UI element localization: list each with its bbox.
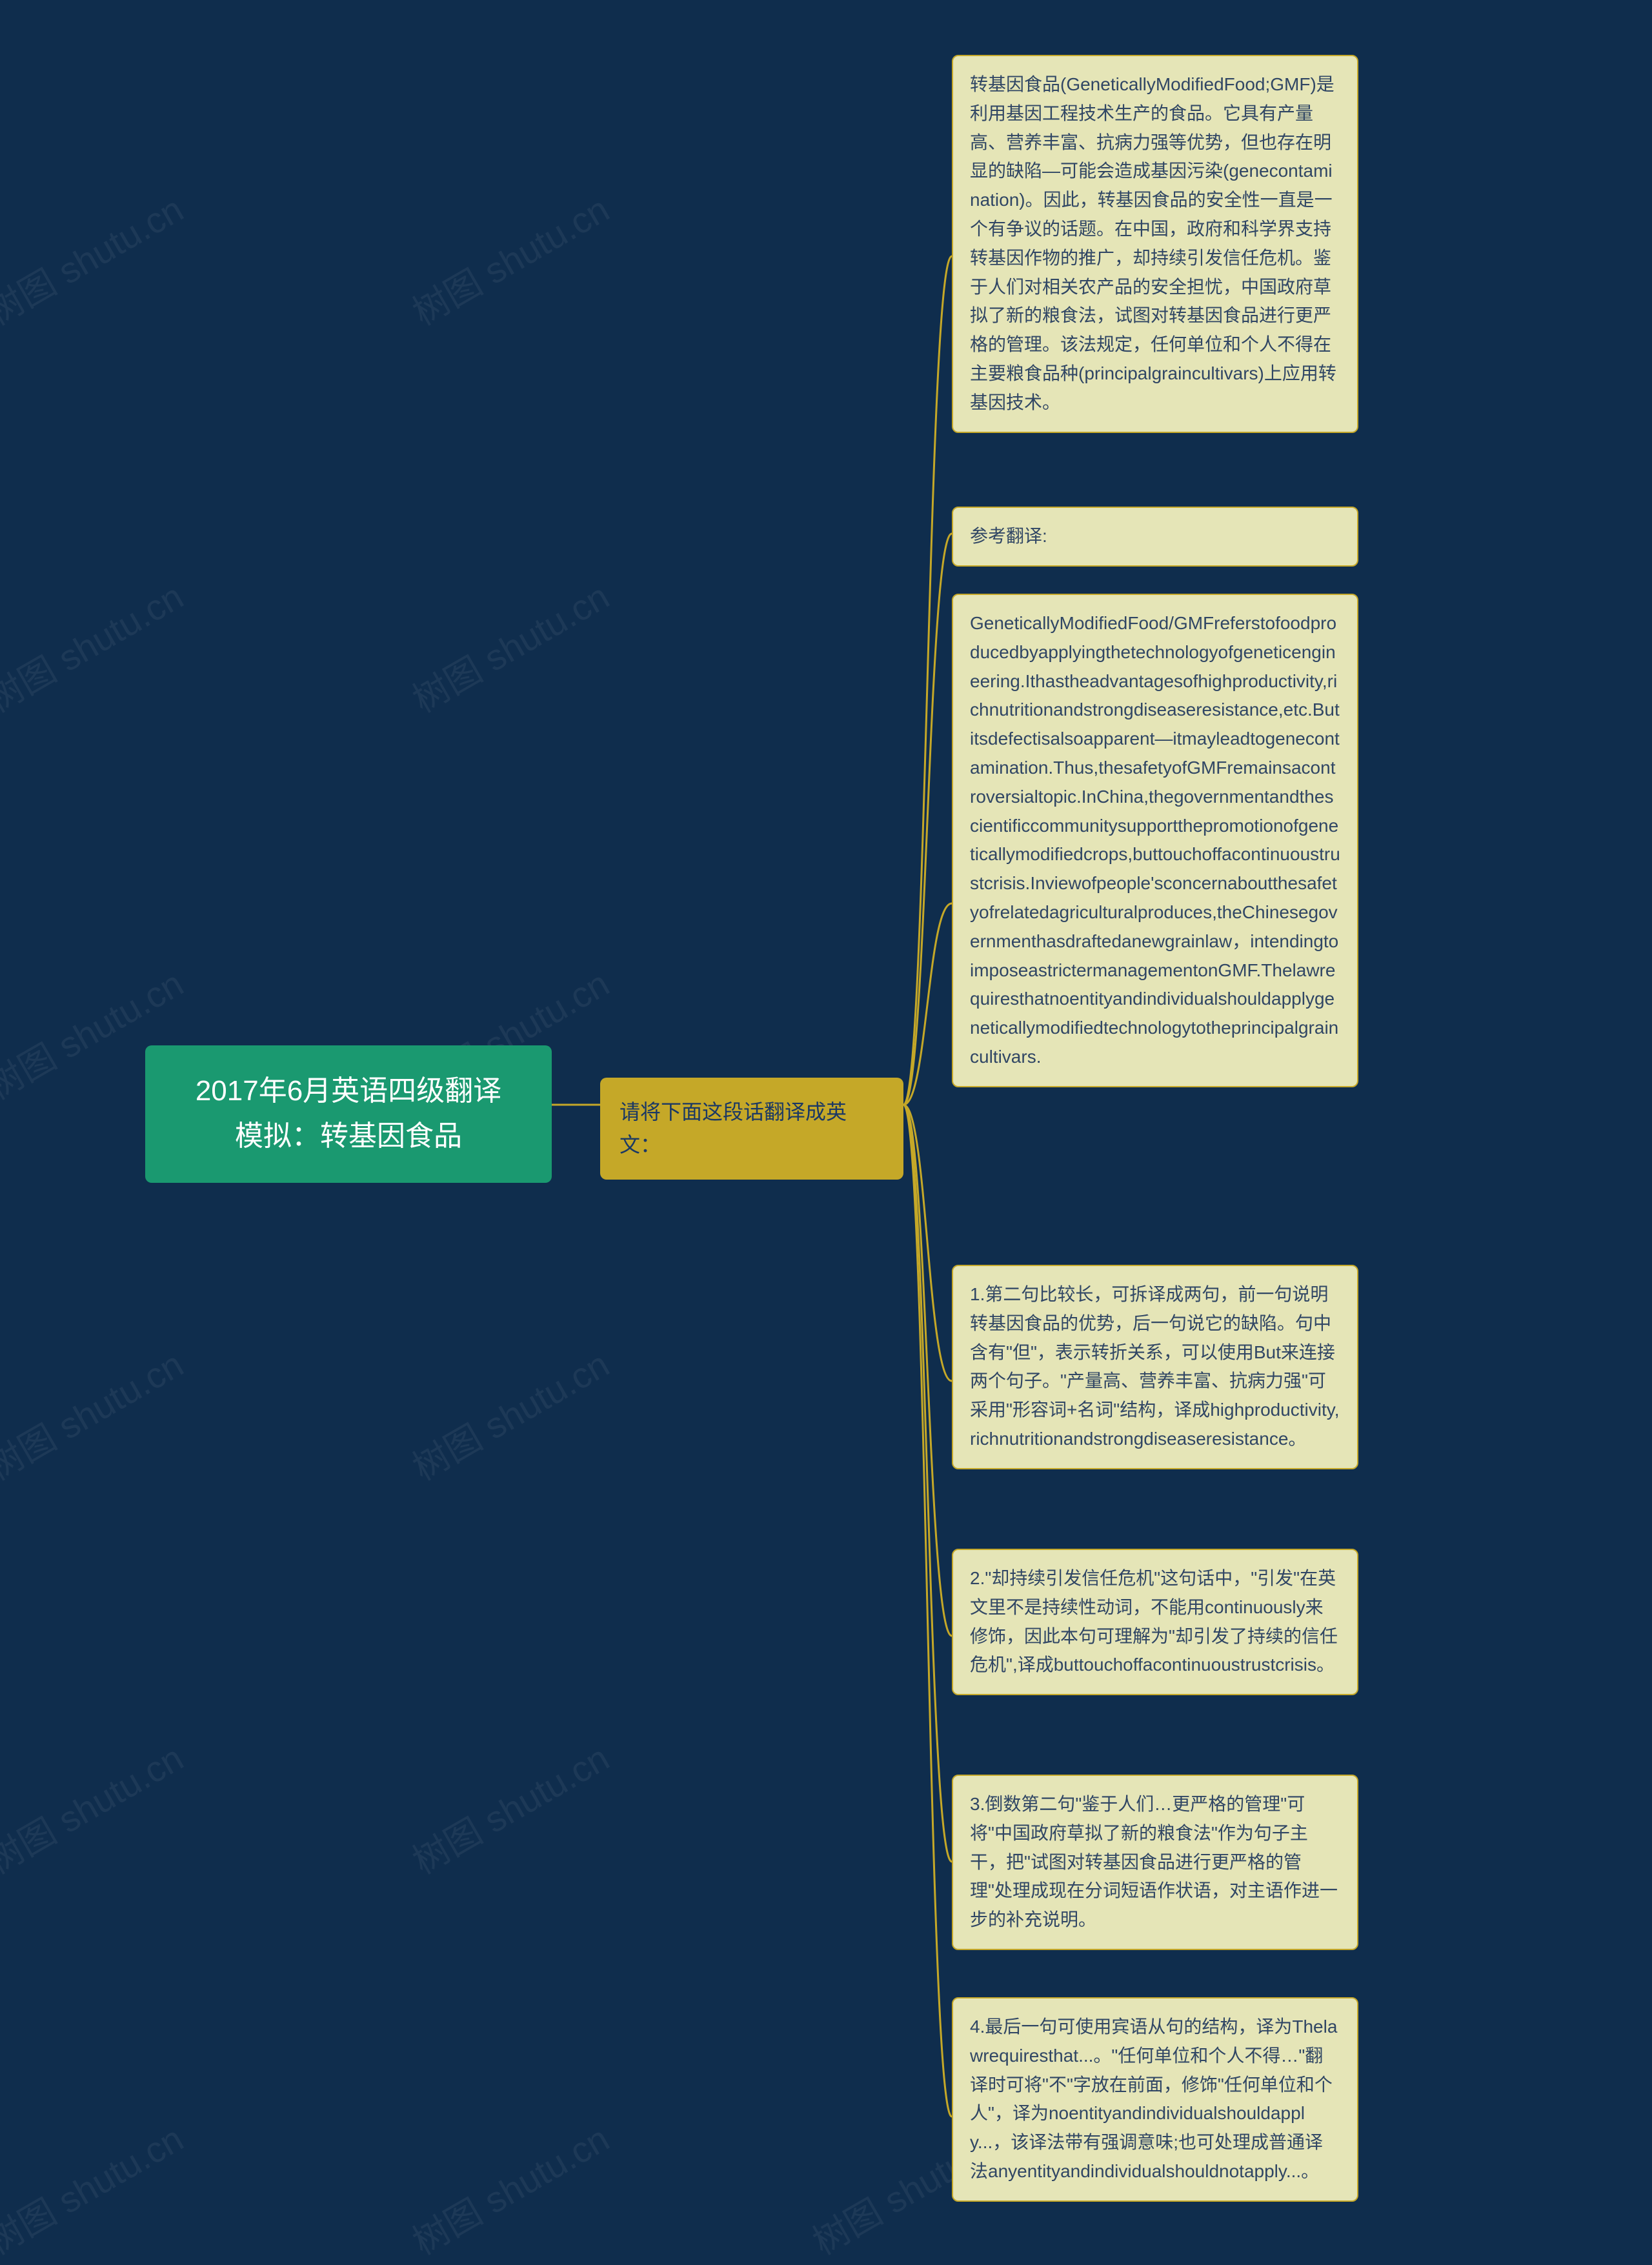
- watermark: 树图 shutu.cn: [401, 2111, 617, 2265]
- watermark: 树图 shutu.cn: [0, 181, 192, 336]
- branch-label: 请将下面这段话翻译成英文：: [620, 1100, 847, 1156]
- leaf-text: 3.倒数第二句"鉴于人们…更严格的管理"可将"中国政府草拟了新的粮食法"作为句子…: [970, 1794, 1338, 1929]
- leaf-text: 1.第二句比较长，可拆译成两句，前一句说明转基因食品的优势，后一句说它的缺陷。句…: [970, 1284, 1339, 1449]
- root-title-line1: 2017年6月英语四级翻译: [165, 1069, 532, 1114]
- watermark: 树图 shutu.cn: [401, 569, 617, 723]
- mindmap-leaf-node: 3.倒数第二句"鉴于人们…更严格的管理"可将"中国政府草拟了新的粮食法"作为句子…: [952, 1775, 1358, 1950]
- root-title-line2: 模拟：转基因食品: [165, 1114, 532, 1159]
- mindmap-leaf-node: 转基因食品(GeneticallyModifiedFood;GMF)是利用基因工…: [952, 55, 1358, 433]
- watermark: 树图 shutu.cn: [0, 1730, 192, 1885]
- leaf-text: 转基因食品(GeneticallyModifiedFood;GMF)是利用基因工…: [970, 74, 1336, 412]
- watermark: 树图 shutu.cn: [0, 2111, 192, 2265]
- mindmap-leaf-node: 2."却持续引发信任危机"这句话中，"引发"在英文里不是持续性动词，不能用con…: [952, 1549, 1358, 1695]
- watermark: 树图 shutu.cn: [401, 181, 617, 336]
- watermark: 树图 shutu.cn: [401, 1730, 617, 1885]
- watermark: 树图 shutu.cn: [401, 1336, 617, 1491]
- leaf-text: 4.最后一句可使用宾语从句的结构，译为Thelawrequiresthat...…: [970, 2017, 1337, 2181]
- mindmap-root-node: 2017年6月英语四级翻译 模拟：转基因食品: [145, 1045, 552, 1183]
- watermark: 树图 shutu.cn: [0, 569, 192, 723]
- leaf-text: 参考翻译:: [970, 526, 1047, 546]
- leaf-text: GeneticallyModifiedFood/GMFreferstofoodp…: [970, 613, 1340, 1067]
- mindmap-branch-node: 请将下面这段话翻译成英文：: [600, 1078, 903, 1180]
- watermark: 树图 shutu.cn: [0, 1336, 192, 1491]
- mindmap-leaf-node: 4.最后一句可使用宾语从句的结构，译为Thelawrequiresthat...…: [952, 1997, 1358, 2202]
- mindmap-leaf-node: 1.第二句比较长，可拆译成两句，前一句说明转基因食品的优势，后一句说它的缺陷。句…: [952, 1265, 1358, 1469]
- mindmap-leaf-node: GeneticallyModifiedFood/GMFreferstofoodp…: [952, 594, 1358, 1087]
- mindmap-leaf-node: 参考翻译:: [952, 507, 1358, 567]
- leaf-text: 2."却持续引发信任危机"这句话中，"引发"在英文里不是持续性动词，不能用con…: [970, 1568, 1338, 1675]
